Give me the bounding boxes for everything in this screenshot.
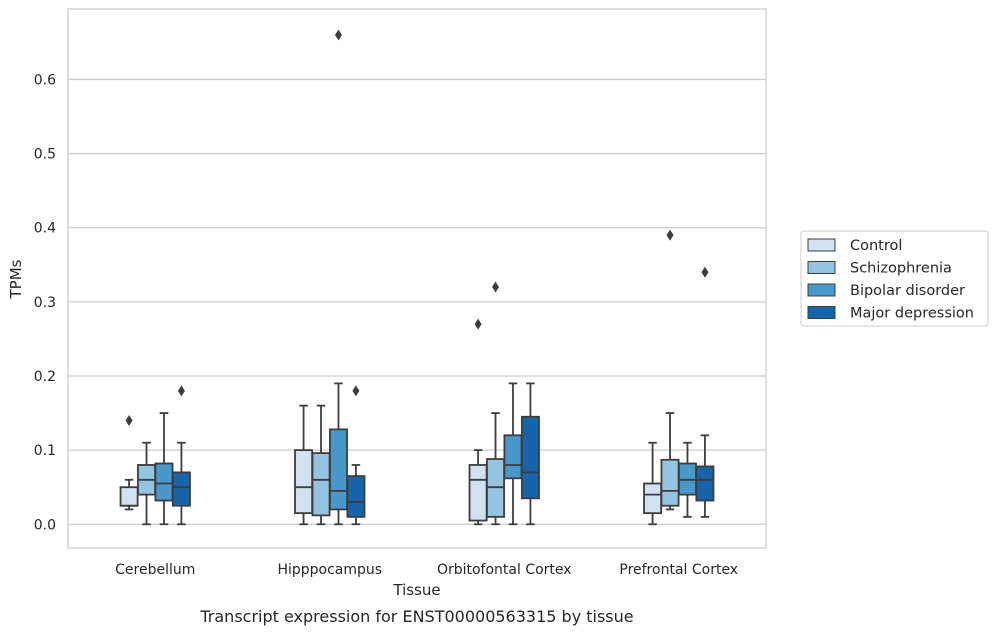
legend-swatch xyxy=(807,261,836,274)
x-tick-labels: Cerebellum Hipppocampus Orbitofontal Corte… xyxy=(115,562,738,578)
y-tick-label: 0.4 xyxy=(34,221,56,237)
outlier-point xyxy=(177,385,185,397)
box-iqr xyxy=(329,428,348,511)
y-tick-label: 0.6 xyxy=(34,72,56,88)
x-tick-label: Prefrontal Cortex xyxy=(619,562,738,578)
box-iqr xyxy=(119,486,139,507)
x-tick-label: Orbitofontal Cortex xyxy=(437,562,572,578)
box-iqr xyxy=(503,434,523,480)
box-schizophrenia xyxy=(486,281,505,526)
outlier-point xyxy=(334,29,342,41)
box-major-depression xyxy=(171,385,191,526)
legend-swatch xyxy=(807,283,836,297)
box-major-depression xyxy=(520,382,540,526)
box-iqr xyxy=(311,452,331,517)
outlier-point xyxy=(666,229,674,241)
legend-label: Schizophrenia xyxy=(850,261,952,277)
legend-swatch xyxy=(807,238,836,252)
box-iqr xyxy=(643,482,663,515)
y-tick-label: 0.0 xyxy=(34,517,56,533)
box-iqr xyxy=(154,462,174,502)
box-iqr xyxy=(660,458,680,507)
x-tick-label: Hipppocampus xyxy=(277,562,382,578)
box-bipolar-disorder xyxy=(154,412,174,526)
box-bipolar-disorder xyxy=(329,29,348,526)
legend-frame xyxy=(800,230,989,327)
outlier-point xyxy=(352,385,360,397)
box-control xyxy=(119,414,139,511)
legend-swatch xyxy=(807,306,836,319)
box-iqr xyxy=(294,449,314,515)
y-tick-label: 0.1 xyxy=(34,443,56,459)
box-iqr xyxy=(695,465,715,502)
outlier-point xyxy=(125,414,133,426)
box-major-depression xyxy=(346,385,366,526)
box-iqr xyxy=(520,415,540,500)
box-control xyxy=(643,441,663,526)
outlier-point xyxy=(492,281,500,293)
box-control xyxy=(468,318,488,526)
legend-label: Major depression xyxy=(850,306,974,322)
outlier-point xyxy=(701,266,709,278)
y-tick-label: 0.2 xyxy=(34,369,56,385)
box-schizophrenia xyxy=(137,441,156,526)
legend-label: Bipolar disorder xyxy=(850,283,965,299)
x-tick-label: Cerebellum xyxy=(115,562,195,578)
box-groups xyxy=(119,29,715,526)
box-major-depression xyxy=(695,266,715,518)
box-bipolar-disorder xyxy=(503,382,523,526)
x-axis-title: Tissue xyxy=(392,581,440,599)
plot-area-frame xyxy=(67,8,767,549)
y-tick-label: 0.5 xyxy=(34,147,56,163)
box-iqr xyxy=(346,475,366,518)
y-tick-label: 0.3 xyxy=(34,295,56,311)
box-iqr xyxy=(171,471,191,507)
y-axis-title: TPMs xyxy=(7,259,25,299)
outlier-point xyxy=(474,318,482,330)
box-iqr xyxy=(468,464,488,522)
figure-caption: Transcript expression for ENST0000056331… xyxy=(199,607,633,626)
legend-label: Control xyxy=(850,238,902,254)
legend: Control Schizophrenia Bipolar disorder Majo… xyxy=(800,230,989,327)
box-control xyxy=(294,404,314,526)
y-tick-labels: 0.0 0.1 0.2 0.3 0.4 0.5 0.6 xyxy=(34,72,56,533)
